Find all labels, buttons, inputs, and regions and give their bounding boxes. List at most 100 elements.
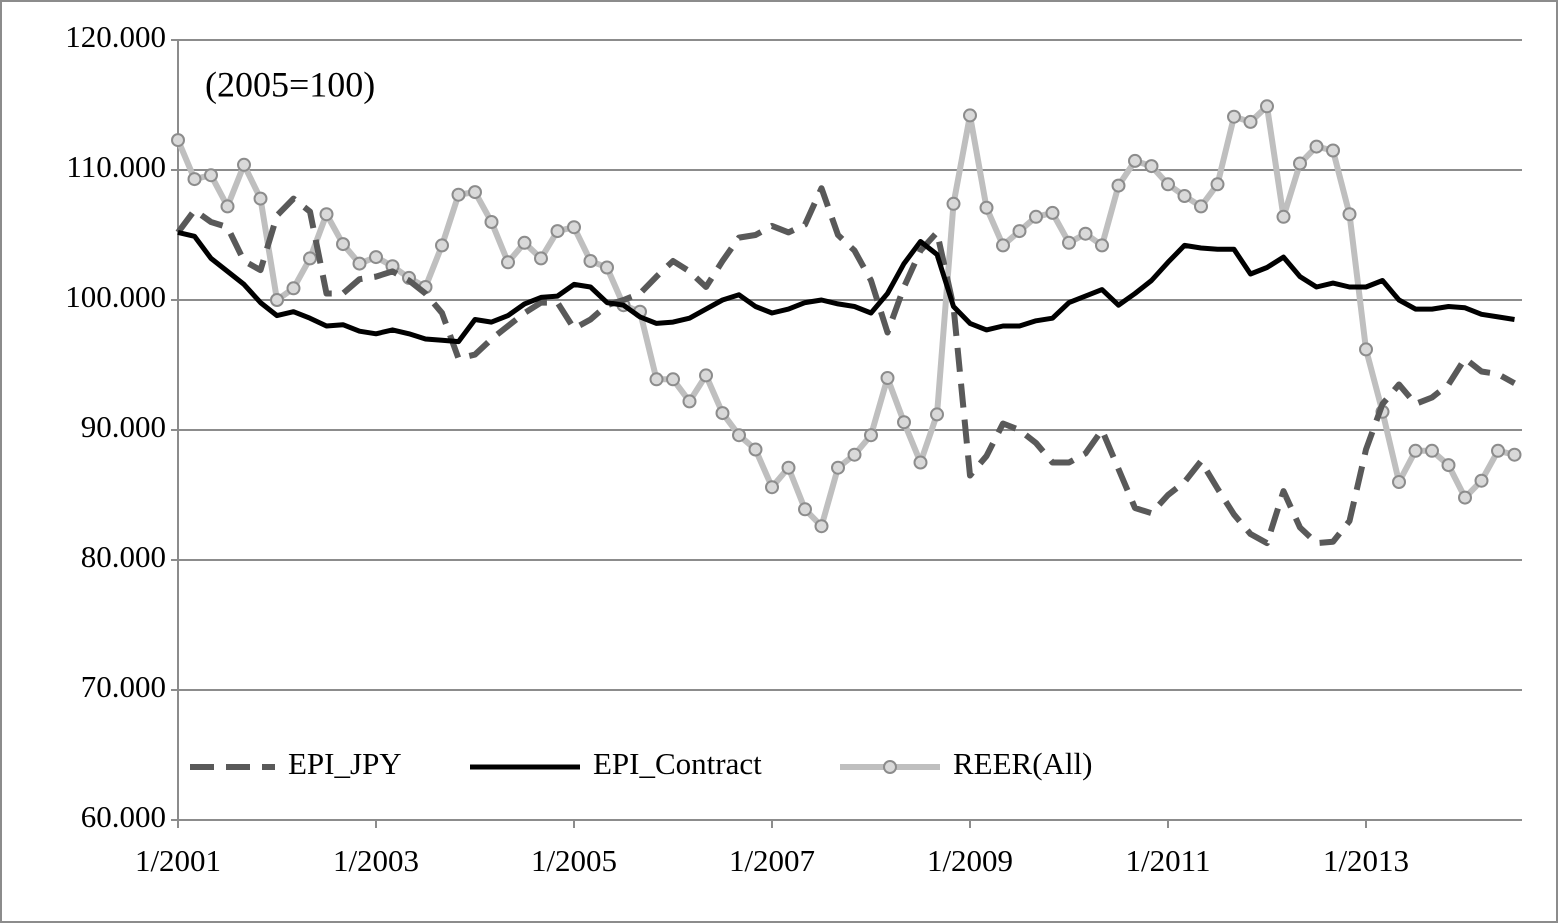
marker (781, 460, 796, 475)
marker (649, 372, 664, 387)
marker (550, 224, 565, 239)
marker (468, 185, 482, 200)
marker (1408, 443, 1423, 458)
marker (963, 108, 977, 123)
x-tick-label: 1/2011 (1126, 843, 1211, 878)
marker (1128, 153, 1142, 168)
x-tick-label: 1/2009 (927, 843, 1013, 878)
marker (1491, 443, 1505, 458)
marker (517, 235, 532, 250)
marker (501, 255, 515, 270)
marker (1359, 342, 1373, 357)
marker (666, 372, 680, 387)
marker (1243, 114, 1258, 129)
marker (319, 207, 334, 222)
marker (930, 407, 944, 422)
marker (913, 455, 928, 470)
marker (1177, 189, 1192, 203)
y-tick-label: 90.000 (81, 409, 166, 444)
marker (484, 215, 499, 229)
marker (1012, 224, 1027, 239)
marker (1078, 226, 1093, 241)
marker (1507, 447, 1522, 462)
marker (996, 238, 1010, 253)
marker (270, 293, 284, 307)
marker (1342, 207, 1357, 222)
marker (1227, 109, 1241, 124)
marker (1045, 205, 1060, 220)
marker (1474, 473, 1489, 488)
marker (171, 133, 185, 148)
marker (732, 428, 746, 443)
marker (765, 480, 779, 495)
marker (979, 200, 994, 215)
marker (1293, 156, 1307, 171)
marker (1326, 143, 1340, 158)
marker (897, 415, 911, 430)
marker (864, 428, 878, 443)
marker (253, 191, 268, 206)
marker (1441, 458, 1456, 473)
marker (435, 238, 449, 253)
y-tick-label: 70.000 (81, 669, 166, 704)
marker (451, 187, 466, 202)
x-tick-label: 1/2003 (333, 843, 419, 878)
y-tick-label: 60.000 (81, 799, 166, 834)
marker (600, 260, 614, 275)
legend-label: EPI_JPY (288, 746, 402, 781)
marker (369, 250, 383, 265)
y-tick-label: 100.000 (65, 279, 166, 314)
marker (1276, 209, 1291, 224)
legend-marker (883, 760, 897, 774)
marker (880, 371, 895, 385)
marker (1392, 475, 1406, 489)
x-tick-label: 1/2013 (1323, 843, 1409, 878)
marker (798, 502, 812, 517)
marker (237, 157, 251, 172)
marker (831, 460, 845, 475)
marker (336, 237, 350, 252)
marker (715, 406, 730, 421)
y-tick-label: 80.000 (81, 539, 166, 574)
y-tick-label: 120.000 (65, 19, 166, 54)
marker (187, 172, 202, 187)
marker (1458, 490, 1472, 505)
marker (286, 281, 301, 296)
marker (1062, 235, 1076, 250)
marker (1161, 177, 1175, 192)
y-tick-label: 110.000 (66, 149, 166, 184)
marker (814, 519, 829, 534)
marker (567, 220, 581, 235)
marker (1095, 238, 1109, 253)
marker (583, 254, 598, 268)
x-tick-label: 1/2005 (531, 843, 617, 878)
marker (1309, 139, 1324, 154)
marker (303, 251, 317, 266)
marker (352, 256, 367, 271)
marker (699, 368, 713, 383)
marker (1210, 177, 1225, 192)
x-tick-label: 1/2001 (135, 843, 221, 878)
marker (946, 196, 961, 211)
marker (220, 199, 235, 214)
marker (847, 447, 862, 462)
marker (204, 168, 218, 183)
legend-label: EPI_Contract (593, 746, 762, 781)
marker (1260, 99, 1274, 114)
series-line (175, 103, 1516, 530)
marker (1029, 209, 1043, 224)
marker (1425, 443, 1439, 458)
series-line (177, 229, 1515, 345)
marker (1144, 159, 1159, 174)
legend-label: REER(All) (953, 746, 1093, 781)
marker (748, 442, 763, 457)
marker (682, 394, 697, 409)
annotation: (2005=100) (205, 64, 375, 104)
marker (1111, 178, 1126, 193)
marker (534, 251, 548, 266)
marker (1194, 199, 1208, 214)
x-tick-label: 1/2007 (729, 843, 815, 878)
